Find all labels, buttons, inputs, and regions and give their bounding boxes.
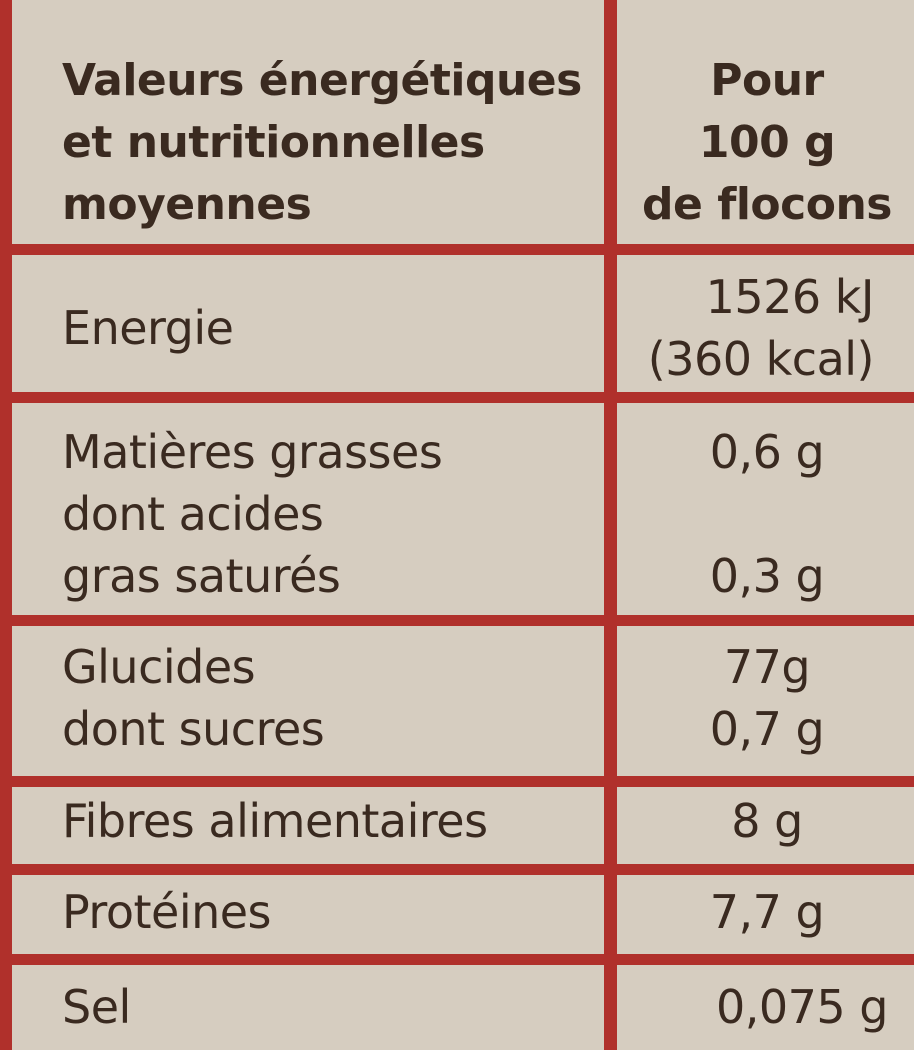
row-label-line: Protéines xyxy=(62,885,272,939)
header-value-cell: Pour 100 g de flocons xyxy=(622,50,912,236)
row-label-fibres: Fibres alimentaires xyxy=(62,790,602,852)
header-label-cell: Valeurs énergétiques et nutritionnelles … xyxy=(62,50,602,236)
row-label-line: dont acides xyxy=(62,487,324,541)
row-divider xyxy=(12,864,914,875)
header-label-line: et nutritionnelles xyxy=(62,117,485,168)
row-value-line: 77g xyxy=(723,640,811,694)
row-divider xyxy=(12,776,914,787)
header-value-line: 100 g xyxy=(698,117,836,168)
row-value-line: 8 g xyxy=(731,794,803,848)
row-label-glucides: Glucides dont sucres xyxy=(62,636,602,760)
row-value-line: 0,3 g xyxy=(709,549,825,603)
row-value-line: 7,7 g xyxy=(709,885,825,939)
header-value-line: Pour xyxy=(710,55,824,106)
row-value-proteines: 7,7 g xyxy=(622,881,912,943)
row-value-energie: 1526 kJ (360 kcal) xyxy=(622,266,912,390)
header-label-line: Valeurs énergétiques xyxy=(62,55,582,106)
row-label-line: Glucides xyxy=(62,640,256,694)
row-value-line: 0,075 g xyxy=(715,980,889,1034)
row-label-matieres-grasses: Matières grasses dont acides gras saturé… xyxy=(62,421,602,607)
row-value-line: (360 kcal) xyxy=(647,332,875,386)
row-label-proteines: Protéines xyxy=(62,881,602,943)
row-divider xyxy=(12,954,914,965)
row-label-line: Matières grasses xyxy=(62,425,443,479)
row-label-line: gras saturés xyxy=(62,549,341,603)
row-value-line: 0,7 g xyxy=(709,702,825,756)
column-divider xyxy=(604,0,617,1050)
row-label-line: Energie xyxy=(62,301,234,355)
row-value-matieres-grasses: 0,6 g 0,3 g xyxy=(622,421,912,607)
row-label-line: Sel xyxy=(62,980,131,1034)
row-divider xyxy=(12,244,914,255)
row-value-fibres: 8 g xyxy=(622,790,912,852)
row-label-sel: Sel xyxy=(62,976,602,1038)
row-value-line xyxy=(622,483,912,545)
row-label-energie: Energie xyxy=(62,297,602,359)
row-label-line: Fibres alimentaires xyxy=(62,794,488,848)
row-value-line: 0,6 g xyxy=(709,425,825,479)
row-value-sel: 0,075 g xyxy=(622,976,912,1038)
header-label-line: moyennes xyxy=(62,179,312,230)
header-value-line: de flocons xyxy=(642,179,892,230)
row-divider xyxy=(12,615,914,626)
row-value-glucides: 77g 0,7 g xyxy=(622,636,912,760)
row-value-line: 1526 kJ xyxy=(705,270,875,324)
nutrition-table: Valeurs énergétiques et nutritionnelles … xyxy=(12,0,914,1050)
row-divider xyxy=(12,392,914,403)
row-label-line: dont sucres xyxy=(62,702,325,756)
